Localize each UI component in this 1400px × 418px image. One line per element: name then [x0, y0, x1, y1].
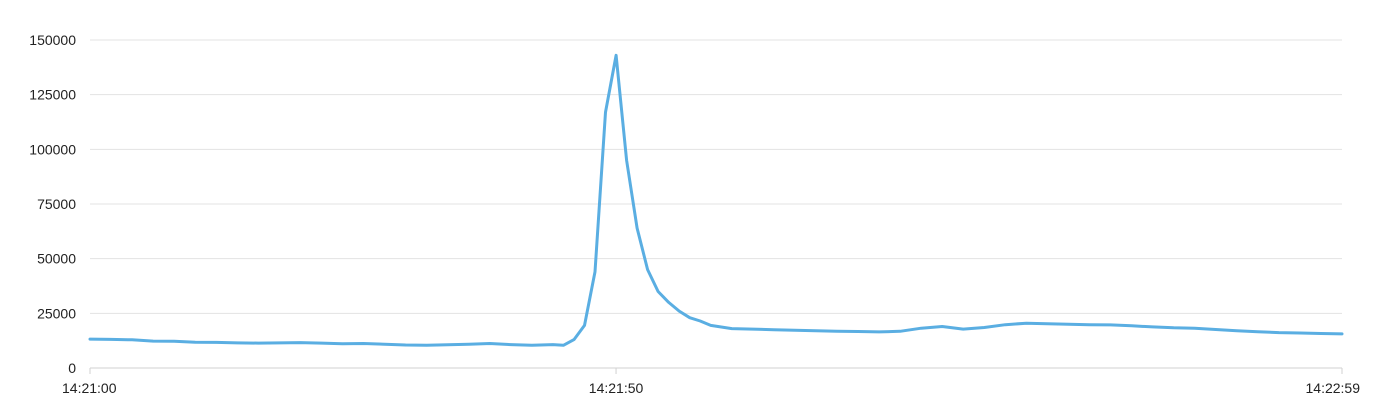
series-line [88, 53, 1344, 347]
y-tick-label: 0 [68, 360, 76, 376]
y-tick-label: 125000 [29, 87, 76, 103]
x-axis [89, 367, 1343, 374]
y-tick-label: 150000 [29, 32, 76, 48]
x-tick-label: 14:21:00 [62, 380, 117, 396]
y-tick-label: 100000 [29, 141, 76, 157]
y-tick-label: 25000 [37, 305, 76, 321]
series-layer [88, 53, 1344, 347]
x-tick-label: 14:21:50 [589, 380, 644, 396]
y-tick-label: 75000 [37, 196, 76, 212]
x-axis-tick-labels: 14:21:00 14:21:50 14:22:59 [62, 380, 1360, 396]
x-tick-label: 14:22:59 [1306, 380, 1361, 396]
y-axis-tick-labels: 0 25000 50000 75000 100000 125000 150000 [29, 32, 76, 376]
y-tick-label: 50000 [37, 251, 76, 267]
gridlines [90, 39, 1342, 314]
